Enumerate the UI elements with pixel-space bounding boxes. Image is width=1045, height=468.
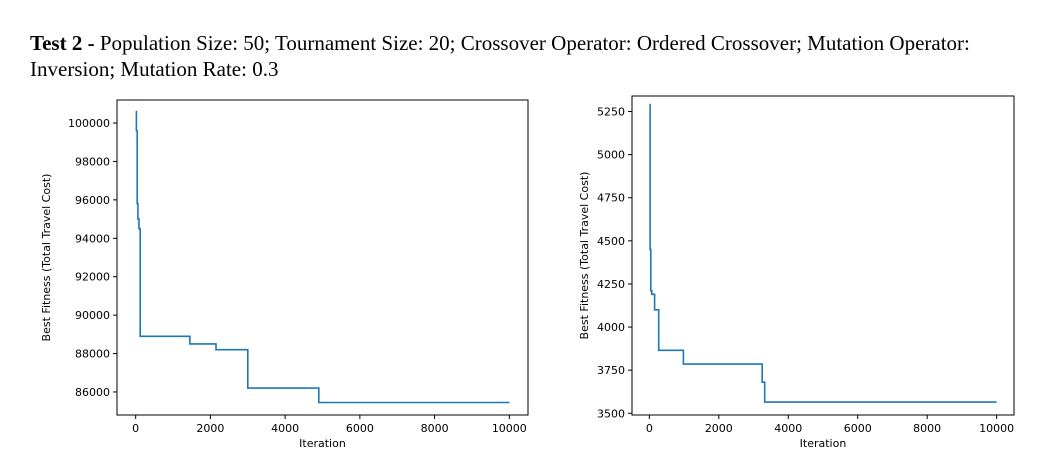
y-tick: 4000: [597, 321, 632, 334]
y-tick: 96000: [75, 194, 117, 207]
x-tick: 10000: [979, 415, 1014, 435]
y-tick: 86000: [75, 386, 117, 399]
x-tick: 2000: [705, 415, 733, 435]
x-tick: 10000: [492, 415, 527, 435]
x-tick-label: 0: [646, 422, 653, 435]
y-tick: 3750: [597, 364, 632, 377]
x-tick: 8000: [421, 415, 449, 435]
y-tick-label: 3750: [597, 364, 625, 377]
x-tick-label: 4000: [271, 422, 299, 435]
y-tick: 90000: [75, 309, 117, 322]
y-tick: 5000: [597, 149, 632, 162]
figure-caption: Test 2 - Population Size: 50; Tournament…: [30, 30, 1030, 82]
x-tick-label: 10000: [492, 422, 527, 435]
y-tick: 3500: [597, 407, 632, 420]
y-tick-label: 3500: [597, 407, 625, 420]
y-tick-label: 4500: [597, 235, 625, 248]
y-tick: 4500: [597, 235, 632, 248]
y-tick-label: 94000: [75, 232, 110, 245]
y-tick: 98000: [75, 155, 117, 168]
y-axis-label: Best Fitness (Total Travel Cost): [578, 172, 591, 340]
y-tick-label: 98000: [75, 155, 110, 168]
y-tick-label: 4750: [597, 192, 625, 205]
x-tick-label: 4000: [774, 422, 802, 435]
y-tick: 92000: [75, 271, 117, 284]
chart-2: 0 2000 4000 6000 8000 10000 3500 3750 4000 4250 45…: [578, 95, 1015, 450]
y-tick-label: 86000: [75, 386, 110, 399]
y-tick-label: 90000: [75, 309, 110, 322]
x-tick-label: 6000: [346, 422, 374, 435]
x-tick: 6000: [346, 415, 374, 435]
caption-text: Population Size: 50; Tournament Size: 20…: [30, 31, 970, 81]
y-tick-label: 5000: [597, 149, 625, 162]
y-tick-label: 4000: [597, 321, 625, 334]
y-tick-label: 92000: [75, 271, 110, 284]
x-tick: 4000: [774, 415, 802, 435]
series-line-1: [649, 103, 997, 403]
chart-1: 0 2000 4000 6000 8000 10000 86000 88000 90000 920…: [40, 99, 529, 450]
x-tick: 2000: [196, 415, 224, 435]
x-tick-label: 2000: [705, 422, 733, 435]
x-tick: 0: [132, 415, 139, 435]
x-tick-label: 6000: [844, 422, 872, 435]
x-tick: 6000: [844, 415, 872, 435]
y-tick: 4750: [597, 192, 632, 205]
x-tick-label: 2000: [196, 422, 224, 435]
x-axis-label: Iteration: [800, 437, 847, 450]
x-tick-label: 0: [132, 422, 139, 435]
x-tick-label: 8000: [421, 422, 449, 435]
y-tick: 88000: [75, 348, 117, 361]
x-tick: 0: [646, 415, 653, 435]
x-tick-label: 8000: [913, 422, 941, 435]
series-line-1: [135, 110, 510, 404]
caption-bold: Test 2 -: [30, 31, 95, 55]
x-tick-label: 10000: [979, 422, 1014, 435]
x-tick: 4000: [271, 415, 299, 435]
y-tick-label: 4250: [597, 278, 625, 291]
plot-frame: [116, 99, 529, 416]
y-tick: 4250: [597, 278, 632, 291]
y-axis-label: Best Fitness (Total Travel Cost): [40, 174, 53, 342]
y-tick: 94000: [75, 232, 117, 245]
y-tick-label: 96000: [75, 194, 110, 207]
y-tick: 5250: [597, 106, 632, 119]
y-tick: 100000: [68, 117, 117, 130]
y-tick-label: 88000: [75, 348, 110, 361]
y-tick-label: 5250: [597, 106, 625, 119]
x-axis-label: Iteration: [299, 437, 346, 450]
x-tick: 8000: [913, 415, 941, 435]
plot-frame: [631, 95, 1015, 416]
y-tick-label: 100000: [68, 117, 110, 130]
